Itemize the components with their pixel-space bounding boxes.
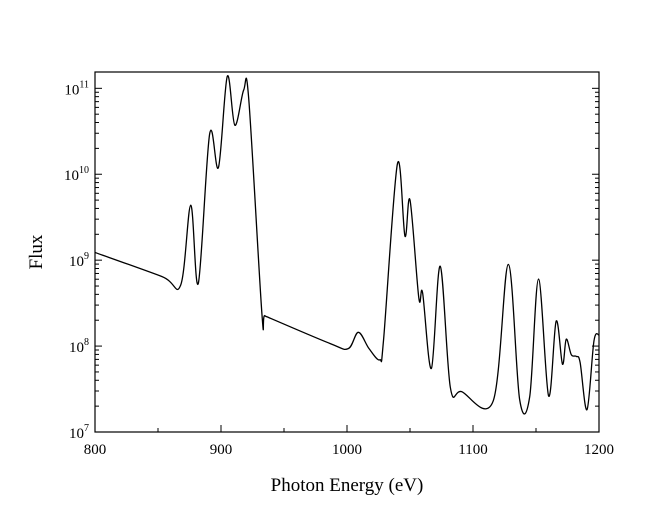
plot-frame: [94, 71, 600, 433]
x-tick-label: 1000: [332, 442, 362, 458]
axis-ticks: [94, 87, 600, 433]
x-tick-label: 1200: [584, 442, 614, 458]
x-tick-label: 800: [84, 442, 107, 458]
flux-series-line: [94, 75, 600, 415]
y-tick-label: 107: [69, 423, 89, 442]
y-tick-label: 1011: [64, 79, 89, 98]
y-tick-labels: 107 108 109 1010 1011: [64, 79, 89, 442]
y-tick-label: 109: [69, 251, 89, 270]
y-axis-title: Flux: [26, 234, 47, 269]
y-tick-label: 108: [69, 337, 89, 356]
x-axis-title: Photon Energy (eV): [271, 475, 424, 496]
x-tick-labels: 800 900 1000 1100 1200: [84, 442, 614, 458]
x-tick-label: 900: [210, 442, 233, 458]
x-tick-label: 1100: [458, 442, 487, 458]
y-tick-label: 1010: [64, 165, 89, 184]
